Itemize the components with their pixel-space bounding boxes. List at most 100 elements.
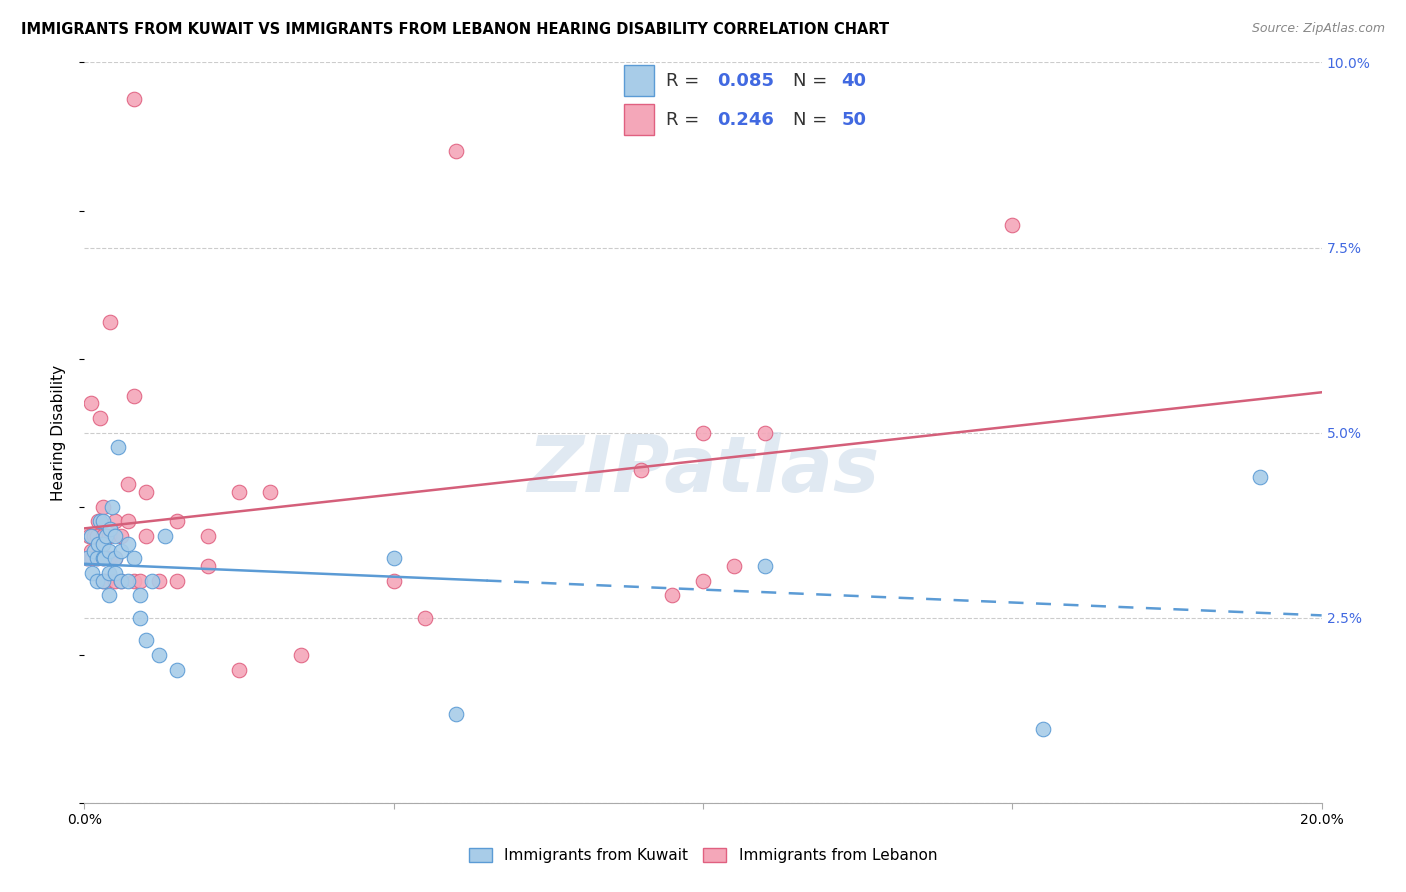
Point — [166, 515, 188, 529]
Point — [91, 574, 114, 588]
Point — [117, 574, 139, 588]
Point — [104, 515, 127, 529]
Point — [104, 551, 127, 566]
Point — [79, 544, 101, 558]
Point — [98, 551, 121, 566]
Point — [723, 558, 745, 573]
Text: 40: 40 — [841, 71, 866, 89]
Point — [166, 574, 188, 588]
Text: IMMIGRANTS FROM KUWAIT VS IMMIGRANTS FROM LEBANON HEARING DISABILITY CORRELATION: IMMIGRANTS FROM KUWAIT VS IMMIGRANTS FRO… — [21, 22, 889, 37]
Point — [117, 477, 139, 491]
Point — [91, 515, 114, 529]
Legend: Immigrants from Kuwait, Immigrants from Lebanon: Immigrants from Kuwait, Immigrants from … — [463, 842, 943, 869]
Point — [98, 314, 121, 328]
Point — [91, 574, 114, 588]
Point — [76, 551, 98, 566]
Point — [101, 500, 124, 514]
Point — [110, 544, 132, 558]
Point — [98, 589, 121, 603]
Point — [76, 551, 98, 566]
Point — [110, 574, 132, 588]
Point — [98, 529, 121, 543]
Point — [91, 551, 114, 566]
Point — [1032, 722, 1054, 736]
Point — [80, 566, 103, 581]
Point — [80, 551, 103, 566]
FancyBboxPatch shape — [624, 104, 654, 135]
Point — [661, 589, 683, 603]
Point — [382, 551, 405, 566]
Text: 0.085: 0.085 — [717, 71, 775, 89]
Point — [122, 574, 145, 588]
Point — [141, 574, 163, 588]
Point — [692, 425, 714, 440]
Text: R =: R = — [666, 71, 704, 89]
Text: 50: 50 — [841, 111, 866, 128]
Point — [444, 145, 467, 159]
Text: N =: N = — [793, 111, 832, 128]
Point — [104, 574, 127, 588]
Text: ZIPatlas: ZIPatlas — [527, 432, 879, 508]
Point — [93, 551, 115, 566]
Point — [692, 574, 714, 588]
Point — [135, 529, 157, 543]
Point — [153, 529, 176, 543]
Point — [630, 462, 652, 476]
Point — [444, 706, 467, 721]
Point — [104, 529, 127, 543]
Point — [83, 544, 105, 558]
Point — [754, 425, 776, 440]
Point — [135, 632, 157, 647]
Point — [228, 484, 250, 499]
Point — [122, 92, 145, 106]
Point — [754, 558, 776, 573]
Point — [79, 529, 101, 543]
Text: R =: R = — [666, 111, 704, 128]
Point — [148, 648, 170, 662]
Point — [1249, 470, 1271, 484]
Point — [98, 566, 121, 581]
Point — [197, 558, 219, 573]
Point — [228, 663, 250, 677]
Text: 0.246: 0.246 — [717, 111, 775, 128]
Point — [91, 500, 114, 514]
Point — [122, 388, 145, 402]
Point — [110, 574, 132, 588]
Point — [104, 551, 127, 566]
Point — [94, 529, 117, 543]
Point — [290, 648, 312, 662]
Point — [89, 515, 111, 529]
Y-axis label: Hearing Disability: Hearing Disability — [51, 365, 66, 500]
Point — [259, 484, 281, 499]
Point — [1001, 219, 1024, 233]
Point — [86, 574, 108, 588]
Point — [83, 529, 105, 543]
Point — [91, 529, 114, 543]
Point — [148, 574, 170, 588]
Point — [110, 529, 132, 543]
Point — [89, 410, 111, 425]
Point — [87, 536, 110, 550]
Point — [86, 551, 108, 566]
Point — [129, 574, 152, 588]
Point — [117, 536, 139, 550]
Text: N =: N = — [793, 71, 832, 89]
FancyBboxPatch shape — [624, 65, 654, 96]
Point — [86, 529, 108, 543]
Point — [94, 574, 117, 588]
Point — [413, 610, 436, 624]
Point — [86, 551, 108, 566]
Point — [135, 484, 157, 499]
Point — [166, 663, 188, 677]
Point — [129, 589, 152, 603]
Point — [197, 529, 219, 543]
Point — [91, 536, 114, 550]
Point — [91, 551, 114, 566]
Point — [79, 396, 101, 410]
Point — [129, 610, 152, 624]
Point — [104, 566, 127, 581]
Text: Source: ZipAtlas.com: Source: ZipAtlas.com — [1251, 22, 1385, 36]
Point — [98, 544, 121, 558]
Point — [382, 574, 405, 588]
Point — [87, 515, 110, 529]
